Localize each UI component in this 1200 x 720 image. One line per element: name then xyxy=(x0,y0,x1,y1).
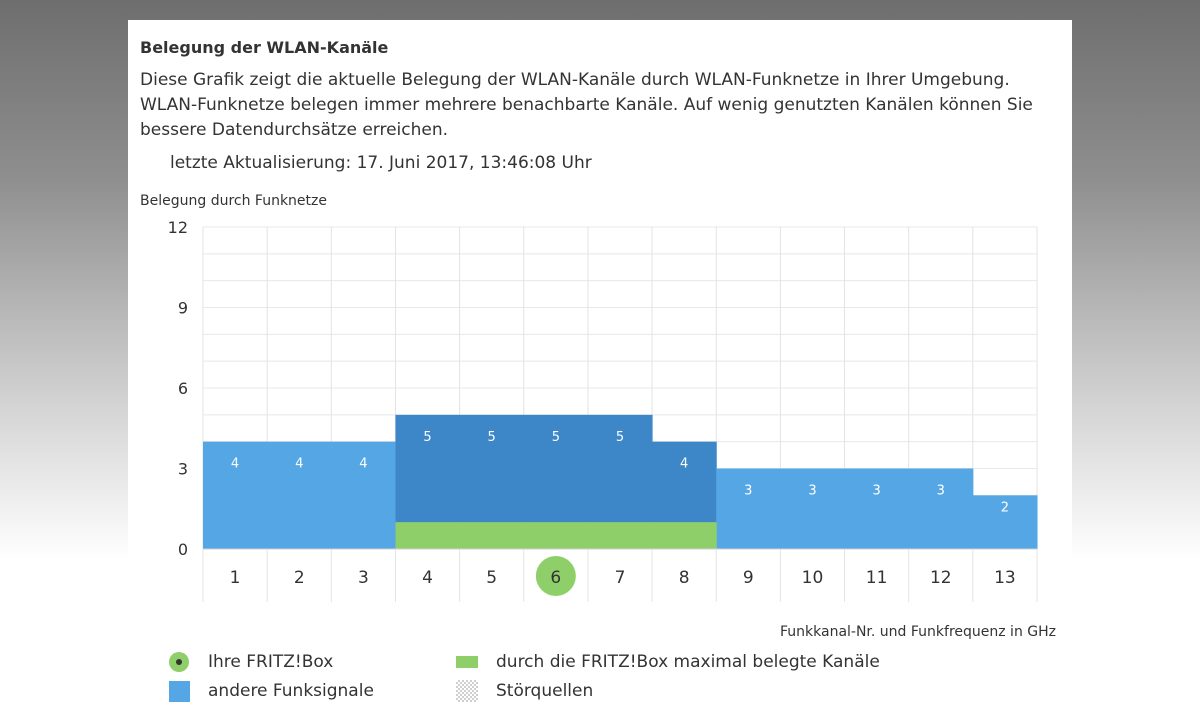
legend-label-other: andere Funksignale xyxy=(208,681,374,701)
green-bar-channel-5 xyxy=(459,522,525,549)
legend-label-max-used: durch die FRITZ!Box maximal belegte Kanä… xyxy=(496,652,880,672)
bar-value-label: 2 xyxy=(1001,500,1009,515)
y-tick-label: 0 xyxy=(178,540,188,559)
blue-square-icon xyxy=(168,680,190,702)
fritzbox-dot-icon xyxy=(169,652,189,672)
legend-label-noise: Störquellen xyxy=(496,681,594,701)
y-axis-title: Belegung durch Funknetze xyxy=(140,193,327,209)
page-title: Belegung der WLAN-Kanäle xyxy=(140,38,389,57)
legend-label-fritzbox: Ihre FRITZ!Box xyxy=(208,652,334,672)
fritzbox-channel-marker xyxy=(535,556,576,596)
frequency-mask xyxy=(128,602,1072,620)
y-tick-label: 9 xyxy=(178,299,188,318)
bar-channel-3 xyxy=(331,441,396,549)
bar-channel-2 xyxy=(267,441,332,549)
x-tick-label: 7 xyxy=(615,568,626,588)
bar-value-label: 3 xyxy=(937,484,945,499)
legend-item-other: andere Funksignale xyxy=(168,680,374,702)
description-text: Diese Grafik zeigt die aktuelle Belegung… xyxy=(140,70,1033,140)
bar-value-label: 3 xyxy=(872,484,880,499)
x-tick-label: 11 xyxy=(866,568,888,588)
last-update-text: letzte Aktualisierung: 17. Juni 2017, 13… xyxy=(170,153,592,173)
bar-value-label: 5 xyxy=(488,430,496,445)
green-bar-channel-6 xyxy=(523,522,589,549)
bar-value-label: 5 xyxy=(552,430,560,445)
bar-value-label: 3 xyxy=(808,484,816,499)
legend-item-max-used: durch die FRITZ!Box maximal belegte Kanä… xyxy=(456,651,880,673)
bar-channel-1 xyxy=(203,441,268,549)
x-axis-caption: Funkkanal-Nr. und Funkfrequenz in GHz xyxy=(779,624,1056,640)
y-tick-label: 3 xyxy=(178,460,188,479)
checker-pattern-icon xyxy=(456,680,478,702)
x-tick-label: 12 xyxy=(930,568,952,588)
x-tick-label: 4 xyxy=(422,568,433,588)
bar-channel-10 xyxy=(780,468,846,549)
bar-value-label: 5 xyxy=(616,430,624,445)
bar-value-label: 5 xyxy=(423,430,431,445)
bar-channel-13 xyxy=(972,495,1038,549)
x-tick-label: 3 xyxy=(358,568,369,588)
x-tick-label: 2 xyxy=(294,568,305,588)
x-tick-label: 13 xyxy=(994,568,1016,588)
bar-channel-9 xyxy=(716,468,781,549)
channel-chart: 0369124445555433332123456789101112132,41… xyxy=(128,218,1072,620)
x-tick-label: 9 xyxy=(743,568,754,588)
wlan-channel-panel: Belegung der WLAN-Kanäle Diese Grafik ze… xyxy=(128,20,1072,720)
green-bar-channel-4 xyxy=(395,522,461,549)
bar-channel-11 xyxy=(844,468,910,549)
bar-channel-12 xyxy=(908,468,974,549)
green-bar-icon xyxy=(456,656,478,668)
bar-value-label: 4 xyxy=(680,457,688,472)
green-bar-channel-8 xyxy=(652,522,717,549)
bar-value-label: 4 xyxy=(295,457,303,472)
x-tick-label: 6 xyxy=(550,568,561,588)
legend-item-noise: Störquellen xyxy=(456,680,593,702)
bar-value-label: 4 xyxy=(359,457,367,472)
x-tick-label: 8 xyxy=(679,568,690,588)
y-tick-label: 12 xyxy=(168,218,188,237)
x-tick-label: 10 xyxy=(802,568,824,588)
green-bar-channel-7 xyxy=(587,522,653,549)
bar-value-label: 4 xyxy=(231,457,239,472)
x-tick-label: 5 xyxy=(486,568,497,588)
x-tick-label: 1 xyxy=(230,568,241,588)
y-tick-label: 6 xyxy=(178,379,188,398)
bar-value-label: 3 xyxy=(744,484,752,499)
legend-item-fritzbox: Ihre FRITZ!Box xyxy=(168,651,333,673)
